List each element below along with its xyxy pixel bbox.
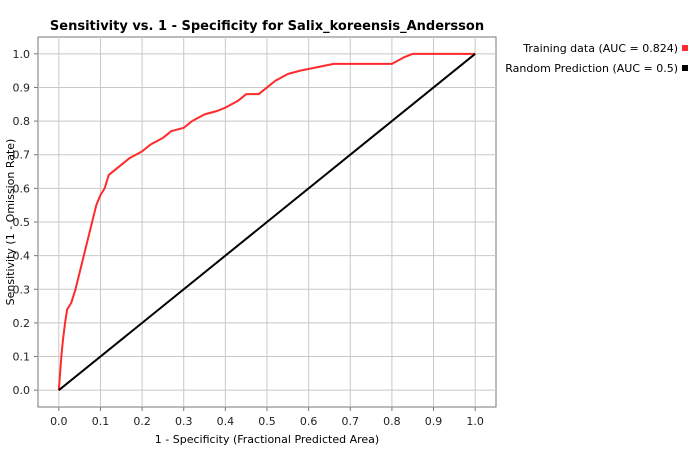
y-tick-label: 0.7 (13, 149, 31, 162)
y-tick-label: 0.9 (13, 81, 31, 94)
legend-swatch (682, 65, 688, 71)
x-axis-label: 1 - Specificity (Fractional Predicted Ar… (155, 433, 379, 446)
y-tick-label: 0.8 (13, 115, 31, 128)
y-tick-label: 0.6 (13, 182, 31, 195)
legend: Training data (AUC = 0.824) Random Predic… (505, 42, 688, 75)
x-tick-label: 0.5 (258, 415, 276, 428)
y-tick-label: 0.1 (13, 351, 31, 364)
y-tick-label: 0.0 (13, 384, 31, 397)
x-tick-label: 1.0 (466, 415, 484, 428)
x-tick-label: 0.0 (50, 415, 68, 428)
legend-entry-label: Random Prediction (AUC = 0.5) (505, 62, 678, 75)
y-axis-label: Sensitivity (1 - Omission Rate) (4, 139, 17, 306)
y-tick-label: 0.3 (13, 283, 31, 296)
training-data-line (57, 52, 476, 391)
random-prediction-line (58, 53, 476, 391)
series-layer (57, 52, 476, 391)
y-tick-label: 0.4 (13, 250, 31, 263)
x-tick-label: 0.3 (175, 415, 193, 428)
x-tick-label: 0.8 (383, 415, 401, 428)
x-tick-label: 0.2 (133, 415, 151, 428)
legend-swatch (682, 45, 688, 51)
x-tick-label: 0.7 (342, 415, 360, 428)
y-tick-label: 0.2 (13, 317, 31, 330)
x-ticks: 0.0 0.1 0.2 0.3 0.4 0.5 0.6 0.7 0.8 0.9 1.0 (50, 407, 484, 428)
x-tick-label: 0.6 (300, 415, 318, 428)
legend-entry-label: Training data (AUC = 0.824) (522, 42, 678, 55)
x-tick-label: 0.9 (425, 415, 443, 428)
x-tick-label: 0.4 (217, 415, 235, 428)
x-tick-label: 0.1 (92, 415, 110, 428)
y-ticks: 0.0 0.1 0.2 0.3 0.4 0.5 0.6 0.7 0.8 0.9 1.0 (13, 48, 38, 397)
chart-title: Sensitivity vs. 1 - Specificity for Sali… (50, 19, 484, 34)
y-tick-label: 0.5 (13, 216, 31, 229)
grid-lines (38, 37, 496, 407)
y-tick-label: 1.0 (13, 48, 31, 61)
